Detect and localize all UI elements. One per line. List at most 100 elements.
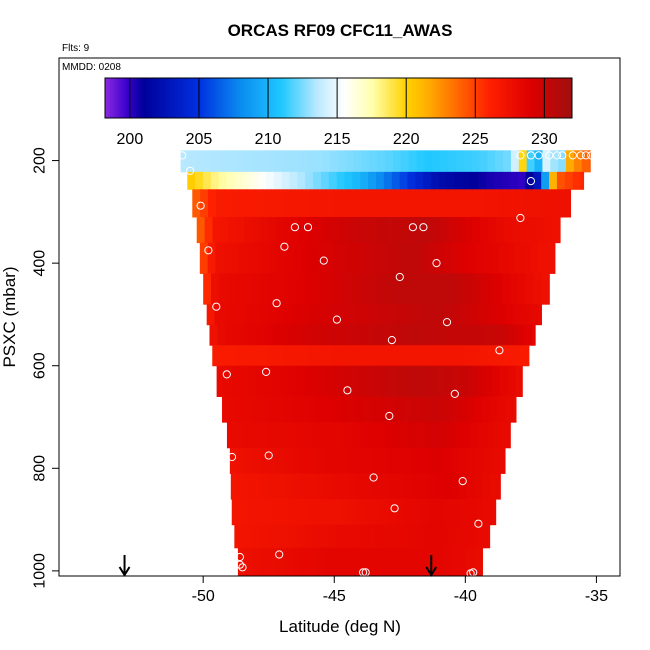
heatmap-cell — [242, 422, 252, 449]
sample-point — [516, 151, 525, 160]
colorbar-swatch — [154, 78, 158, 118]
heatmap-cell — [245, 396, 255, 423]
heatmap-cell — [308, 447, 317, 474]
heatmap-cell — [294, 189, 303, 218]
heatmap-cell — [471, 150, 481, 173]
heatmap-cell — [484, 365, 493, 397]
sample-point — [458, 477, 467, 486]
heatmap-cell — [497, 304, 507, 326]
heatmap-cell — [242, 171, 251, 190]
sample-point — [576, 151, 585, 160]
heatmap-cell — [234, 422, 244, 449]
colorbar-swatch — [309, 78, 314, 118]
heatmap-cell — [297, 273, 307, 305]
colorbar-swatch — [431, 78, 435, 118]
heatmap-cell — [355, 547, 365, 577]
heatmap-cell — [349, 242, 358, 274]
colorbar-swatch — [281, 78, 285, 118]
heatmap-cell — [188, 150, 197, 173]
heatmap-cell — [250, 273, 259, 305]
heatmap-cell — [502, 273, 511, 305]
heatmap-cell — [430, 524, 440, 549]
heatmap-cell — [353, 150, 363, 173]
colorbar-swatch — [136, 78, 140, 118]
colorbar-swatch — [149, 78, 153, 118]
heatmap-cell — [222, 304, 231, 326]
heatmap-cell — [393, 345, 402, 367]
heatmap-cell — [451, 473, 460, 500]
colorbar-swatch — [164, 78, 168, 118]
x-tick-label: -50 — [192, 588, 215, 605]
heatmap-cell — [300, 447, 310, 474]
sample-point — [495, 346, 504, 355]
heatmap-cell — [195, 171, 204, 190]
heatmap-cell — [334, 365, 344, 397]
heatmap-cell — [424, 345, 434, 367]
heatmap-cell — [537, 242, 547, 274]
colorbar-swatch — [304, 78, 308, 118]
heatmap-cell — [235, 150, 245, 173]
heatmap-cell — [542, 216, 552, 244]
x-axis-label: Latitude (deg N) — [279, 617, 401, 636]
heatmap-cell — [212, 150, 221, 173]
colorbar-swatch — [561, 78, 565, 118]
colorbar-swatch — [110, 78, 114, 118]
heatmap-cell — [333, 473, 342, 500]
heatmap-cell — [453, 324, 462, 346]
heatmap-cell — [511, 216, 520, 244]
heatmap-cell — [407, 273, 417, 305]
heatmap-cell — [458, 547, 467, 577]
heatmap-cell — [462, 273, 472, 305]
heatmap-cell — [341, 189, 351, 218]
heatmap-cell — [479, 345, 489, 367]
heatmap-cell — [492, 324, 502, 346]
heatmap-cell — [526, 150, 536, 173]
heatmap-cell — [294, 242, 303, 274]
heatmap-cell — [377, 345, 386, 367]
colorbar-swatch — [346, 78, 350, 118]
heatmap-cell — [491, 365, 501, 397]
heatmap-cell — [253, 447, 262, 474]
heatmap-cell — [487, 150, 496, 173]
colorbar-swatch — [255, 78, 259, 118]
heatmap-cell — [423, 422, 433, 449]
heatmap-cell — [429, 324, 439, 346]
colorbar-tick-label: 220 — [393, 131, 420, 148]
heatmap-cell — [300, 396, 310, 423]
sample-point — [332, 315, 341, 324]
heatmap-cell — [368, 273, 377, 305]
heatmap-cell — [448, 150, 457, 173]
colorbar-swatch — [112, 78, 116, 118]
heatmap-cell — [239, 189, 248, 218]
heatmap-cell — [410, 547, 420, 577]
heatmap-cell — [410, 447, 420, 474]
heatmap-cell — [415, 524, 424, 549]
heatmap-cell — [506, 242, 515, 274]
heatmap-cell — [448, 216, 457, 244]
heatmap-cell — [302, 242, 311, 274]
heatmap-cell — [431, 171, 440, 190]
heatmap-cell — [522, 242, 531, 274]
heatmap-cell — [200, 189, 209, 218]
heatmap-cell — [450, 447, 459, 474]
heatmap-cell — [285, 473, 295, 500]
heatmap-cell — [376, 273, 385, 305]
heatmap-cell — [302, 189, 311, 218]
heatmap-cell — [448, 345, 457, 367]
colorbar-swatch — [372, 78, 376, 118]
heatmap-cell — [373, 499, 382, 526]
sample-point — [343, 386, 352, 395]
heatmap-cell — [550, 150, 559, 173]
heatmap-cell — [368, 524, 377, 549]
heatmap-cell — [316, 304, 326, 326]
heatmap-cell — [256, 324, 266, 346]
sample-point — [474, 519, 483, 528]
heatmap-cell — [313, 273, 322, 305]
heatmap-cell — [207, 242, 217, 274]
heatmap-cell — [343, 324, 352, 346]
heatmap-cell — [428, 365, 438, 397]
heatmap-cell — [222, 396, 231, 423]
heatmap-cell — [476, 365, 485, 397]
heatmap-cell — [495, 216, 505, 244]
heatmap-cell — [269, 447, 278, 474]
